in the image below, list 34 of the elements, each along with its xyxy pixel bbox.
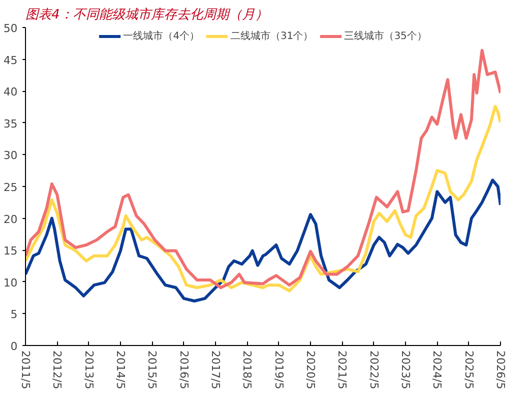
- y-tick-label: 40: [4, 86, 18, 99]
- y-tick-label: 20: [4, 212, 18, 226]
- x-tick-label: 2011/5: [19, 350, 32, 390]
- y-tick-label: 5: [10, 308, 18, 322]
- x-tick-label: 2014/5: [114, 350, 127, 390]
- chart-title: 图表4：不同能级城市库存去化周期（月）: [26, 8, 268, 22]
- x-tick-label: 2015/5: [146, 350, 159, 390]
- y-tick-label: 25: [4, 181, 18, 194]
- x-tick-label: 2012/5: [50, 350, 64, 390]
- line-series: [26, 178, 500, 302]
- line-series: [26, 48, 500, 290]
- x-tick-label: 2013/5: [82, 350, 96, 390]
- legend-label: 三线城市（35个）: [344, 30, 427, 43]
- x-tick-label: 2025/5: [462, 350, 476, 390]
- x-tick-label: 2021/5: [336, 350, 349, 390]
- y-tick-label: 10: [4, 276, 18, 290]
- y-tick-label: 45: [4, 54, 18, 67]
- y-tick-label: 50: [4, 22, 18, 35]
- y-tick-label: 30: [4, 149, 18, 162]
- x-tick-label: 2024/5: [430, 350, 444, 390]
- y-tick-label: 35: [4, 117, 18, 130]
- x-tick-label: 2019/5: [272, 350, 286, 390]
- legend-label: 二线城市（31个）: [230, 30, 314, 43]
- line-series: [26, 104, 500, 292]
- x-tick-label: 2017/5: [209, 350, 222, 390]
- legend-label: 一线城市（4个）: [123, 30, 200, 43]
- x-tick-label: 2022/5: [367, 350, 380, 390]
- x-tick-label: 2023/5: [399, 350, 412, 390]
- y-tick-label: 0: [10, 340, 18, 353]
- x-tick-label: 2018/5: [240, 350, 254, 390]
- y-tick-label: 15: [4, 244, 18, 258]
- x-tick-label: 2026/5: [494, 350, 507, 390]
- x-tick-label: 2016/5: [177, 350, 190, 390]
- x-tick-label: 2020/5: [304, 350, 317, 390]
